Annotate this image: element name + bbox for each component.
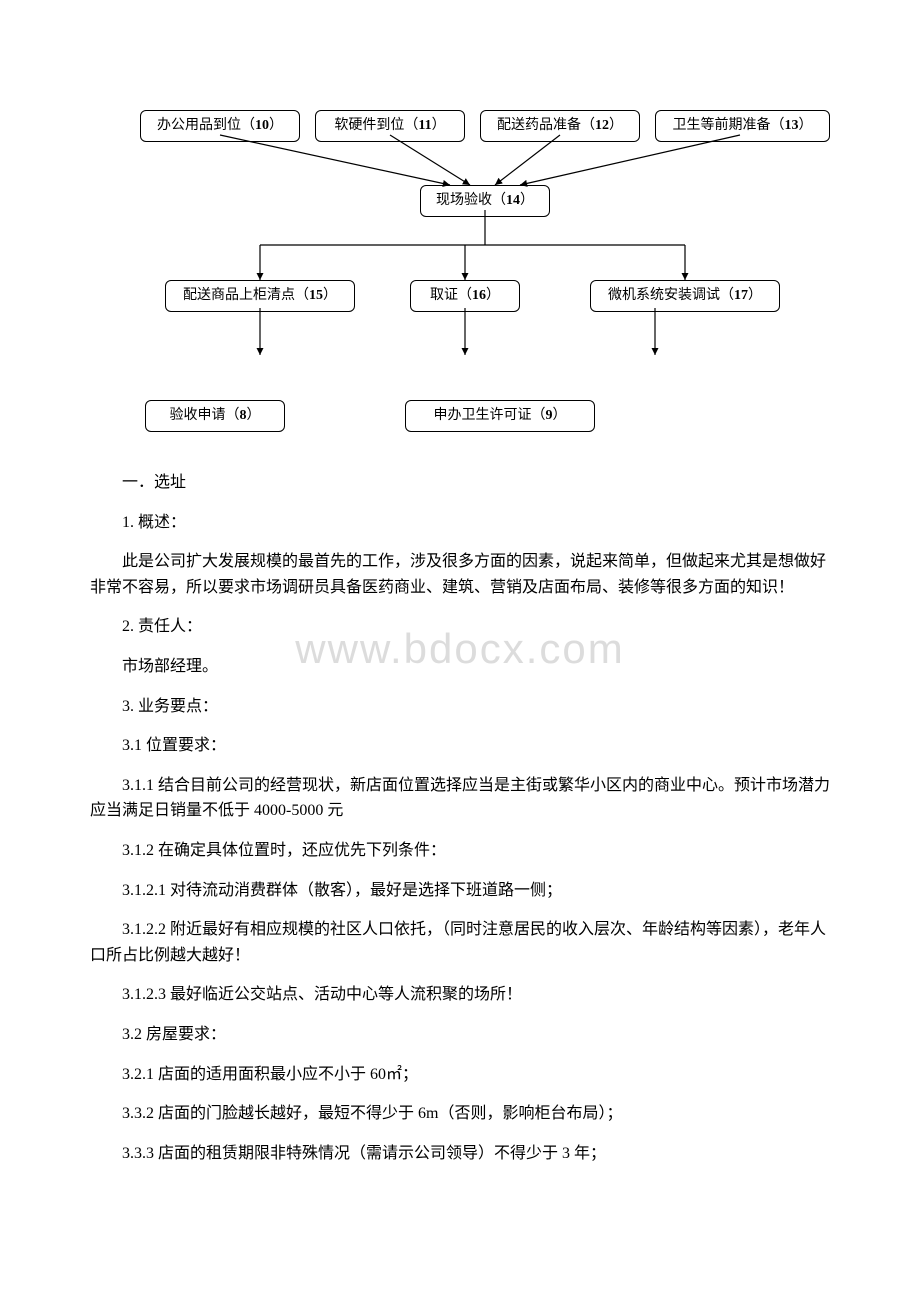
- node-14-pre: 现场验收（: [436, 193, 506, 208]
- node-11-num: 11: [418, 118, 431, 133]
- node-16: 取证（16）: [410, 280, 520, 312]
- para-3123: 3.1.2.3 最好临近公交站点、活动中心等人流积聚的场所！: [90, 982, 830, 1008]
- para-1-body: 此是公司扩大发展规模的最首先的工作，涉及很多方面的因素，说起来简单，但做起来尤其…: [90, 549, 830, 600]
- node-17-num: 17: [734, 288, 748, 303]
- node-11-post: ）: [432, 118, 446, 133]
- node-11-pre: 软硬件到位（: [334, 118, 418, 133]
- node-14-post: ）: [520, 193, 534, 208]
- node-17-post: ）: [748, 288, 762, 303]
- para-2-body: 市场部经理。: [90, 654, 830, 680]
- node-10-post: ）: [269, 118, 283, 133]
- node-16-post: ）: [486, 288, 500, 303]
- para-1: 1. 概述：: [90, 510, 830, 536]
- node-12-num: 12: [595, 118, 609, 133]
- flowchart-diagram: 办公用品到位（10） 软硬件到位（11） 配送药品准备（12） 卫生等前期准备（…: [90, 100, 830, 450]
- node-15-pre: 配送商品上柜清点（: [183, 288, 309, 303]
- para-332: 3.3.2 店面的门脸越长越好，最短不得少于 6m（否则，影响柜台布局）；: [90, 1101, 830, 1127]
- node-10-pre: 办公用品到位（: [157, 118, 255, 133]
- para-3121: 3.1.2.1 对待流动消费群体（散客），最好是选择下班道路一侧；: [90, 878, 830, 904]
- node-17-pre: 微机系统安装调试（: [608, 288, 734, 303]
- node-8: 验收申请（8）: [145, 400, 285, 432]
- para-3: 3. 业务要点：: [90, 694, 830, 720]
- heading-1: 一．选址: [90, 470, 830, 496]
- node-15-num: 15: [309, 288, 323, 303]
- node-13-num: 13: [785, 118, 799, 133]
- node-12: 配送药品准备（12）: [480, 110, 640, 142]
- node-14: 现场验收（14）: [420, 185, 550, 217]
- node-10-num: 10: [255, 118, 269, 133]
- node-16-num: 16: [472, 288, 486, 303]
- node-13: 卫生等前期准备（13）: [655, 110, 830, 142]
- node-14-num: 14: [506, 193, 520, 208]
- node-8-pre: 验收申请（: [170, 408, 240, 423]
- node-11: 软硬件到位（11）: [315, 110, 465, 142]
- para-2: 2. 责任人：: [90, 614, 830, 640]
- node-16-pre: 取证（: [430, 288, 472, 303]
- node-9-pre: 申办卫生许可证（: [434, 408, 546, 423]
- para-31: 3.1 位置要求：: [90, 733, 830, 759]
- para-321: 3.2.1 店面的适用面积最小应不小于 60㎡；: [90, 1062, 830, 1088]
- para-32: 3.2 房屋要求：: [90, 1022, 830, 1048]
- node-10: 办公用品到位（10）: [140, 110, 300, 142]
- node-9: 申办卫生许可证（9）: [405, 400, 595, 432]
- node-15-post: ）: [323, 288, 337, 303]
- node-13-post: ）: [799, 118, 813, 133]
- node-9-post: ）: [553, 408, 567, 423]
- para-333: 3.3.3 店面的租赁期限非特殊情况（需请示公司领导）不得少于 3 年；: [90, 1141, 830, 1167]
- node-17: 微机系统安装调试（17）: [590, 280, 780, 312]
- node-15: 配送商品上柜清点（15）: [165, 280, 355, 312]
- document-body: 一．选址 1. 概述： 此是公司扩大发展规模的最首先的工作，涉及很多方面的因素，…: [90, 470, 830, 1166]
- node-8-num: 8: [240, 408, 247, 423]
- node-12-post: ）: [609, 118, 623, 133]
- node-13-pre: 卫生等前期准备（: [673, 118, 785, 133]
- node-12-pre: 配送药品准备（: [497, 118, 595, 133]
- para-3122: 3.1.2.2 附近最好有相应规模的社区人口依托，（同时注意居民的收入层次、年龄…: [90, 917, 830, 968]
- flowchart-connectors: [90, 100, 830, 450]
- para-312: 3.1.2 在确定具体位置时，还应优先下列条件：: [90, 838, 830, 864]
- node-8-post: ）: [247, 408, 261, 423]
- para-311: 3.1.1 结合目前公司的经营现状，新店面位置选择应当是主街或繁华小区内的商业中…: [90, 773, 830, 824]
- node-9-num: 9: [546, 408, 553, 423]
